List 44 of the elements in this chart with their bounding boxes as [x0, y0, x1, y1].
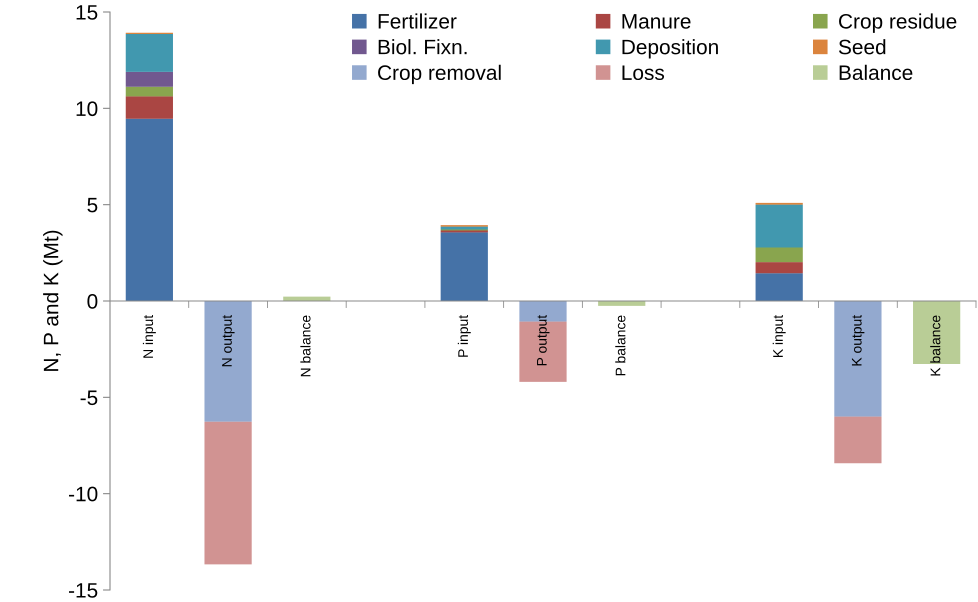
legend-label: Fertilizer [378, 13, 457, 29]
y-tick-label: 10 [76, 101, 98, 116]
y-tick-label: 15 [76, 5, 98, 20]
bar [204, 301, 252, 422]
bar [440, 232, 488, 301]
y-tick-label: -15 [69, 583, 98, 598]
y-tick-label: -5 [80, 390, 98, 406]
y-tick-label: 5 [87, 198, 98, 212]
x-tick-label: P output [537, 314, 550, 366]
legend-label: Biol. Fixn. [378, 39, 467, 54]
x-tick-label: K input [772, 314, 786, 357]
x-tick-label: N output [222, 314, 235, 366]
y-tick-label: -10 [69, 486, 98, 502]
bar [756, 247, 803, 262]
bar [126, 72, 173, 87]
x-tick-label: N input [142, 314, 156, 358]
bar [598, 301, 646, 306]
bar [756, 204, 803, 248]
x-tick-label: N balance [300, 316, 311, 376]
legend-label: Crop removal [378, 64, 501, 84]
legend-label: Balance [840, 64, 912, 80]
bar [756, 262, 803, 274]
legend-label: Deposition [622, 39, 718, 58]
bar [126, 86, 173, 96]
bar [204, 422, 252, 564]
bar [440, 226, 488, 230]
x-tick-label: P input [458, 314, 471, 357]
bar [756, 273, 803, 301]
x-tick-label: K balance [930, 316, 940, 376]
bar [126, 34, 173, 72]
legend-label: Manure [622, 14, 691, 29]
bar [126, 118, 173, 301]
legend-label: Loss [622, 66, 664, 80]
x-tick-label: P balance [615, 316, 626, 376]
bar [913, 301, 960, 364]
y-axis-title: N, P and K (Mt) [43, 230, 63, 371]
bar [834, 301, 882, 417]
x-tick-label: K output [852, 314, 864, 366]
y-tick-label: 0 [87, 294, 98, 309]
bar [126, 96, 173, 119]
legend-label: Seed [838, 39, 886, 54]
bar [283, 296, 330, 301]
bar [834, 416, 882, 464]
legend-label: Crop residue [839, 13, 956, 33]
